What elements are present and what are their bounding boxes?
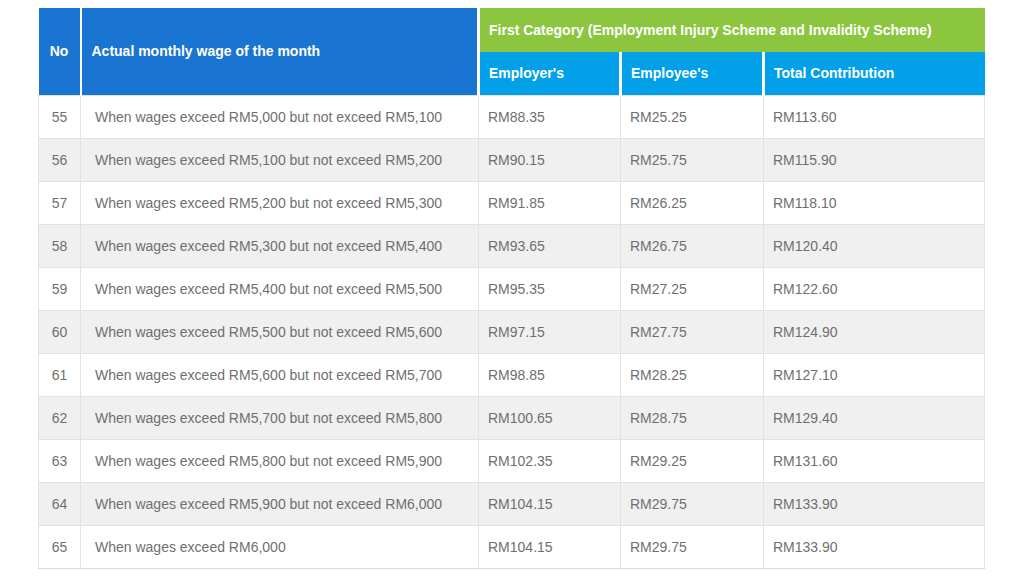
contribution-rate-table: No Actual monthly wage of the month Firs… xyxy=(38,8,985,569)
table-row: 59 When wages exceed RM5,400 but not exc… xyxy=(39,267,985,310)
cell-no: 63 xyxy=(39,439,81,482)
cell-wage-range: When wages exceed RM5,600 but not exceed… xyxy=(81,353,479,396)
cell-employer-contribution: RM98.85 xyxy=(479,353,621,396)
column-header-employer: Employer's xyxy=(479,52,621,95)
cell-employer-contribution: RM88.35 xyxy=(479,95,621,138)
contribution-table-container: No Actual monthly wage of the month Firs… xyxy=(38,8,985,569)
cell-no: 61 xyxy=(39,353,81,396)
cell-total-contribution: RM122.60 xyxy=(764,267,985,310)
table-body: 55 When wages exceed RM5,000 but not exc… xyxy=(39,95,985,568)
cell-wage-range: When wages exceed RM5,400 but not exceed… xyxy=(81,267,479,310)
cell-employee-contribution: RM27.75 xyxy=(621,310,764,353)
cell-no: 55 xyxy=(39,95,81,138)
cell-no: 58 xyxy=(39,224,81,267)
cell-employee-contribution: RM25.75 xyxy=(621,138,764,181)
cell-employer-contribution: RM97.15 xyxy=(479,310,621,353)
cell-no: 57 xyxy=(39,181,81,224)
cell-employer-contribution: RM104.15 xyxy=(479,482,621,525)
cell-total-contribution: RM129.40 xyxy=(764,396,985,439)
table-row: 65 When wages exceed RM6,000 RM104.15 RM… xyxy=(39,525,985,568)
cell-employer-contribution: RM93.65 xyxy=(479,224,621,267)
cell-total-contribution: RM124.90 xyxy=(764,310,985,353)
cell-wage-range: When wages exceed RM5,500 but not exceed… xyxy=(81,310,479,353)
table-row: 62 When wages exceed RM5,700 but not exc… xyxy=(39,396,985,439)
cell-employer-contribution: RM90.15 xyxy=(479,138,621,181)
cell-no: 64 xyxy=(39,482,81,525)
column-header-no: No xyxy=(39,8,81,95)
cell-employee-contribution: RM26.25 xyxy=(621,181,764,224)
cell-wage-range: When wages exceed RM5,000 but not exceed… xyxy=(81,95,479,138)
cell-wage-range: When wages exceed RM5,900 but not exceed… xyxy=(81,482,479,525)
cell-total-contribution: RM115.90 xyxy=(764,138,985,181)
cell-employee-contribution: RM29.75 xyxy=(621,525,764,568)
cell-employer-contribution: RM104.15 xyxy=(479,525,621,568)
cell-wage-range: When wages exceed RM5,100 but not exceed… xyxy=(81,138,479,181)
table-row: 56 When wages exceed RM5,100 but not exc… xyxy=(39,138,985,181)
cell-employee-contribution: RM29.75 xyxy=(621,482,764,525)
table-row: 64 When wages exceed RM5,900 but not exc… xyxy=(39,482,985,525)
column-header-employee: Employee's xyxy=(621,52,764,95)
cell-employer-contribution: RM100.65 xyxy=(479,396,621,439)
column-header-first-category: First Category (Employment Injury Scheme… xyxy=(479,8,985,52)
column-header-wage: Actual monthly wage of the month xyxy=(81,8,479,95)
cell-wage-range: When wages exceed RM6,000 xyxy=(81,525,479,568)
cell-employee-contribution: RM28.75 xyxy=(621,396,764,439)
cell-wage-range: When wages exceed RM5,700 but not exceed… xyxy=(81,396,479,439)
cell-total-contribution: RM118.10 xyxy=(764,181,985,224)
table-row: 55 When wages exceed RM5,000 but not exc… xyxy=(39,95,985,138)
cell-employer-contribution: RM91.85 xyxy=(479,181,621,224)
cell-wage-range: When wages exceed RM5,200 but not exceed… xyxy=(81,181,479,224)
cell-total-contribution: RM131.60 xyxy=(764,439,985,482)
cell-total-contribution: RM113.60 xyxy=(764,95,985,138)
cell-total-contribution: RM133.90 xyxy=(764,525,985,568)
cell-no: 60 xyxy=(39,310,81,353)
cell-employee-contribution: RM29.25 xyxy=(621,439,764,482)
cell-employer-contribution: RM95.35 xyxy=(479,267,621,310)
table-row: 63 When wages exceed RM5,800 but not exc… xyxy=(39,439,985,482)
cell-no: 65 xyxy=(39,525,81,568)
table-row: 57 When wages exceed RM5,200 but not exc… xyxy=(39,181,985,224)
cell-total-contribution: RM120.40 xyxy=(764,224,985,267)
table-header: No Actual monthly wage of the month Firs… xyxy=(39,8,985,95)
cell-no: 62 xyxy=(39,396,81,439)
cell-wage-range: When wages exceed RM5,300 but not exceed… xyxy=(81,224,479,267)
cell-employer-contribution: RM102.35 xyxy=(479,439,621,482)
cell-total-contribution: RM127.10 xyxy=(764,353,985,396)
column-header-total-contribution: Total Contribution xyxy=(764,52,985,95)
cell-wage-range: When wages exceed RM5,800 but not exceed… xyxy=(81,439,479,482)
header-row-category: No Actual monthly wage of the month Firs… xyxy=(39,8,985,52)
cell-total-contribution: RM133.90 xyxy=(764,482,985,525)
cell-employee-contribution: RM27.25 xyxy=(621,267,764,310)
cell-employee-contribution: RM26.75 xyxy=(621,224,764,267)
table-row: 58 When wages exceed RM5,300 but not exc… xyxy=(39,224,985,267)
table-row: 60 When wages exceed RM5,500 but not exc… xyxy=(39,310,985,353)
cell-no: 59 xyxy=(39,267,81,310)
table-row: 61 When wages exceed RM5,600 but not exc… xyxy=(39,353,985,396)
cell-no: 56 xyxy=(39,138,81,181)
cell-employee-contribution: RM28.25 xyxy=(621,353,764,396)
cell-employee-contribution: RM25.25 xyxy=(621,95,764,138)
